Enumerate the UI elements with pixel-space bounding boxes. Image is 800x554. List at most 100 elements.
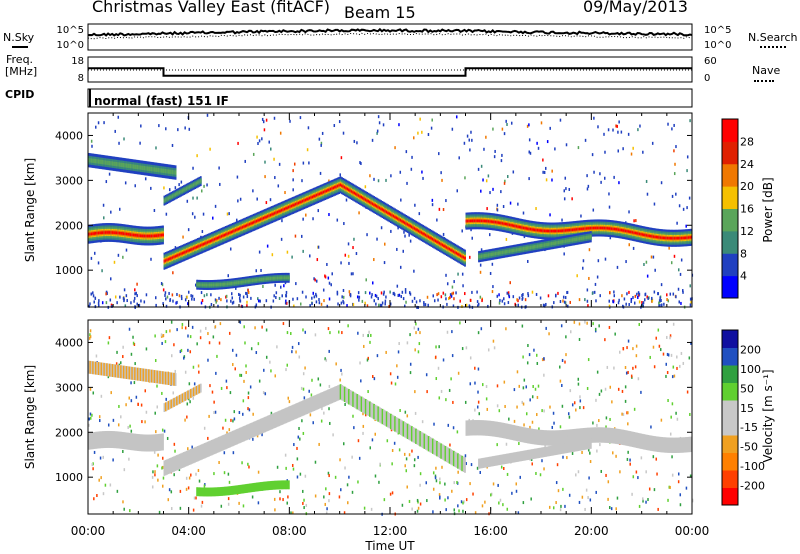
power-band-cell (250, 279, 253, 283)
power-point (119, 295, 121, 299)
power-point (358, 211, 360, 215)
velocity-point (127, 425, 129, 429)
velocity-point (178, 468, 181, 472)
velocity-point (447, 423, 450, 427)
power-point (384, 302, 386, 306)
power-band-cell (265, 277, 268, 281)
velocity-point (367, 334, 369, 338)
power-band-cell (201, 283, 204, 287)
power-band-cell (485, 253, 487, 258)
velocity-point (327, 471, 330, 475)
power-band-cell (673, 237, 676, 240)
power-point (660, 283, 663, 287)
power-point (192, 166, 194, 170)
velocity-point (432, 471, 435, 475)
power-point (545, 178, 548, 182)
power-band-cell (675, 237, 678, 240)
velocity-point (116, 489, 119, 493)
power-band-cell (269, 213, 272, 217)
power-band-cell (187, 249, 190, 253)
power-point (507, 293, 510, 297)
power-point (402, 249, 404, 253)
velocity-point (545, 326, 547, 330)
velocity-point (404, 410, 407, 414)
power-point (634, 294, 637, 298)
velocity-point (571, 451, 574, 455)
power-band-cell (221, 282, 224, 286)
power-point (576, 274, 578, 278)
velocity-point (396, 375, 399, 379)
power-band-cell (387, 211, 390, 215)
power-point (380, 226, 383, 230)
power-band-cell (676, 237, 679, 240)
power-band-cell (629, 230, 631, 233)
velocity-point (560, 324, 563, 328)
velocity-point (523, 423, 525, 427)
power-band-cell (318, 192, 321, 196)
power-point (642, 301, 645, 305)
velocity-point (587, 358, 590, 362)
power-point (331, 272, 333, 276)
velocity-point (223, 451, 226, 455)
power-band-cell (568, 238, 571, 243)
power-band-cell (183, 251, 185, 254)
power-band-cell (643, 233, 645, 236)
power-point (597, 259, 600, 263)
power-point (359, 161, 361, 165)
power-band-cell (480, 254, 483, 258)
power-point (479, 263, 482, 267)
velocity-point (152, 470, 154, 474)
velocity-point (188, 476, 191, 480)
power-band-cell (115, 231, 118, 235)
velocity-point (648, 487, 651, 491)
power-point (588, 276, 590, 280)
power-point (324, 275, 327, 279)
power-point (448, 296, 450, 300)
power-point (396, 247, 398, 251)
power-point (326, 262, 328, 266)
power-band-cell (206, 241, 209, 244)
power-point (527, 292, 529, 296)
power-point (498, 301, 501, 305)
velocity-point (174, 449, 176, 453)
power-point (322, 288, 325, 292)
power-point (531, 290, 534, 294)
power-band-cell (578, 237, 581, 241)
power-band-cell (239, 227, 241, 230)
cpid-text: normal (fast) 151 IF (94, 94, 229, 108)
velocity-point (409, 333, 411, 337)
velocity-point (323, 411, 325, 415)
velocity-point (624, 365, 627, 369)
power-band-cell (90, 158, 93, 163)
velocity-point (328, 384, 331, 388)
velocity-point (671, 402, 674, 406)
power-band-cell (199, 244, 202, 247)
velocity-point (642, 499, 644, 503)
power-point (486, 207, 488, 211)
power-point (342, 295, 345, 299)
power-point (507, 291, 510, 295)
power-band-cell (107, 231, 110, 234)
power-point (537, 146, 540, 150)
power-band-cell (554, 229, 557, 233)
power-band-cell (110, 161, 113, 166)
power-band-cell (190, 184, 192, 188)
power-point (283, 284, 285, 288)
velocity-point (251, 495, 254, 499)
power-point (409, 239, 412, 243)
power-point (686, 169, 688, 173)
power-point (318, 298, 320, 302)
velocity-point (302, 372, 305, 376)
power-point (597, 125, 599, 129)
power-point (470, 130, 472, 134)
power-point (404, 234, 406, 238)
power-band-cell (278, 276, 281, 280)
power-point (266, 244, 269, 248)
power-band-cell (164, 259, 167, 262)
power-point (346, 304, 348, 308)
power-point (661, 303, 663, 307)
power-band-cell (543, 243, 546, 247)
power-point (356, 295, 359, 299)
velocity-point (302, 387, 305, 391)
velocity-point (379, 462, 381, 466)
